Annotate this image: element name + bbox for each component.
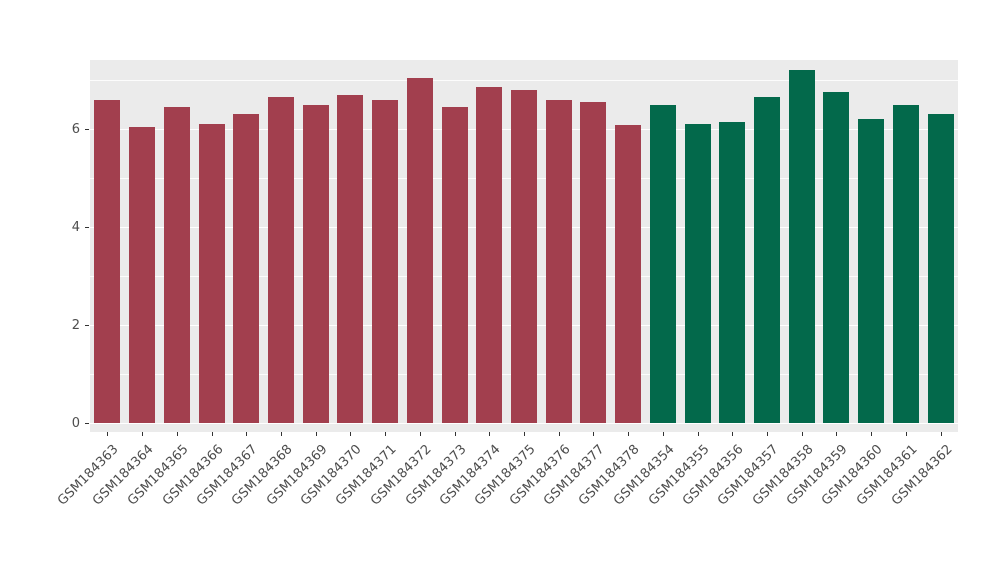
bar-GSM184365 <box>163 106 190 423</box>
x-tick-mark <box>524 432 525 436</box>
x-tick-mark <box>905 432 907 436</box>
x-tick-mark <box>489 432 491 436</box>
bar-GSM184358 <box>788 70 815 423</box>
x-tick-mark <box>558 432 560 436</box>
bar-GSM184370 <box>337 94 364 423</box>
bar-GSM184363 <box>94 99 121 423</box>
x-tick-mark <box>697 432 699 436</box>
bar-GSM184355 <box>684 124 711 423</box>
bar-GSM184366 <box>198 124 225 423</box>
bar-GSM184354 <box>649 104 676 423</box>
x-tick-mark <box>662 432 664 436</box>
plot-panel: Expression Level <box>90 60 958 432</box>
bar-GSM184376 <box>545 99 572 423</box>
bar-GSM184359 <box>823 92 850 423</box>
bar-GSM184377 <box>580 102 607 423</box>
x-tick-mark <box>246 432 248 436</box>
y-tick-label: 0 <box>71 416 80 431</box>
y-tick-mark <box>85 129 89 130</box>
bar-GSM184360 <box>858 119 885 423</box>
y-tick-label: 4 <box>71 220 80 235</box>
x-tick-mark <box>836 432 838 436</box>
x-tick-mark <box>628 432 630 436</box>
x-tick-mark <box>176 432 178 436</box>
x-tick-mark <box>142 432 144 436</box>
bar-GSM184372 <box>406 77 433 423</box>
x-tick-mark <box>871 432 873 436</box>
bar-GSM184357 <box>754 97 781 423</box>
x-tick-mark <box>211 432 213 436</box>
x-tick-mark <box>315 432 317 436</box>
x-tick-mark <box>593 432 595 436</box>
y-tick-label: 6 <box>71 122 80 137</box>
x-tick-mark <box>107 432 109 436</box>
bar-GSM184361 <box>892 104 919 423</box>
bar-GSM184356 <box>719 121 746 423</box>
x-tick-mark <box>767 432 769 436</box>
bar-GSM184371 <box>372 99 399 423</box>
x-tick-mark <box>419 432 421 436</box>
bar-GSM184378 <box>615 125 642 423</box>
y-tick-label: 2 <box>71 318 80 333</box>
x-tick-mark <box>280 432 282 436</box>
x-tick-mark <box>454 432 456 436</box>
x-tick-mark <box>801 432 803 436</box>
bar-GSM184362 <box>927 114 954 423</box>
x-tick-mark <box>385 432 387 436</box>
y-tick-mark <box>85 423 89 424</box>
x-tick-mark <box>350 432 352 436</box>
bar-GSM184368 <box>267 97 294 423</box>
bar-GSM184367 <box>233 114 260 423</box>
bar-GSM184375 <box>511 89 537 423</box>
bar-GSM184364 <box>129 126 156 423</box>
gridline-major <box>90 423 958 425</box>
y-tick-mark <box>85 325 89 326</box>
bar-GSM184369 <box>302 104 329 423</box>
gridline-minor <box>90 80 958 81</box>
x-tick-mark <box>940 432 942 436</box>
y-tick-mark <box>85 227 89 228</box>
bar-GSM184373 <box>441 106 468 423</box>
bar-GSM184374 <box>476 87 503 423</box>
x-tick-mark <box>732 432 734 436</box>
